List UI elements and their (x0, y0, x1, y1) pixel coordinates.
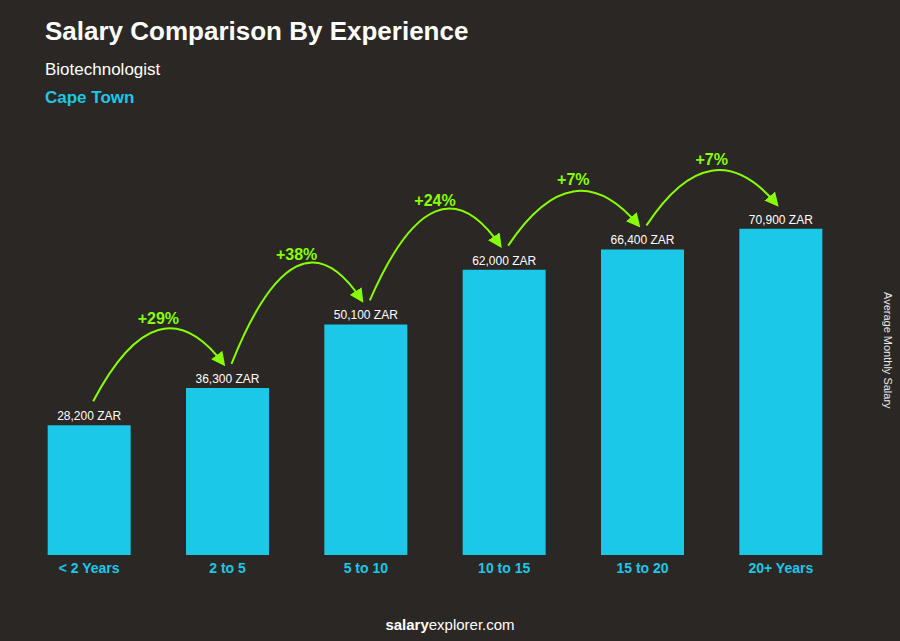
svg-text:66,400 ZAR: 66,400 ZAR (610, 233, 674, 247)
svg-text:28,200 ZAR: 28,200 ZAR (57, 409, 121, 423)
html-text:Biotechnologist: Biotechnologist (45, 60, 161, 79)
svg-text:15 to 20: 15 to 20 (616, 560, 668, 576)
svg-text:+24%: +24% (414, 192, 455, 209)
svg-text:36,300 ZAR: 36,300 ZAR (195, 372, 259, 386)
svg-text:2 to 5: 2 to 5 (209, 560, 246, 576)
svg-text:< 2 Years: < 2 Years (59, 560, 120, 576)
svg-text:70,900 ZAR: 70,900 ZAR (749, 213, 813, 227)
html-text:Cape Town: Cape Town (45, 88, 135, 107)
svg-text:+29%: +29% (138, 310, 179, 327)
svg-text:+7%: +7% (695, 151, 727, 168)
html-text:salary explorer.com: salary explorer.com (385, 616, 515, 633)
svg-text:10 to 15: 10 to 15 (478, 560, 530, 576)
html-text:Average Monthly Salary: Average Monthly Salary (882, 291, 894, 409)
svg-text:20+ Years: 20+ Years (748, 560, 813, 576)
svg-text:50,100 ZAR: 50,100 ZAR (334, 308, 398, 322)
svg-text:+7%: +7% (557, 171, 589, 188)
svg-text:5 to 10: 5 to 10 (344, 560, 389, 576)
html-text:Salary Comparison By Experienc: Salary Comparison By Experience (45, 16, 469, 46)
svg-text:62,000 ZAR: 62,000 ZAR (472, 254, 536, 268)
svg-text:+38%: +38% (276, 246, 317, 263)
